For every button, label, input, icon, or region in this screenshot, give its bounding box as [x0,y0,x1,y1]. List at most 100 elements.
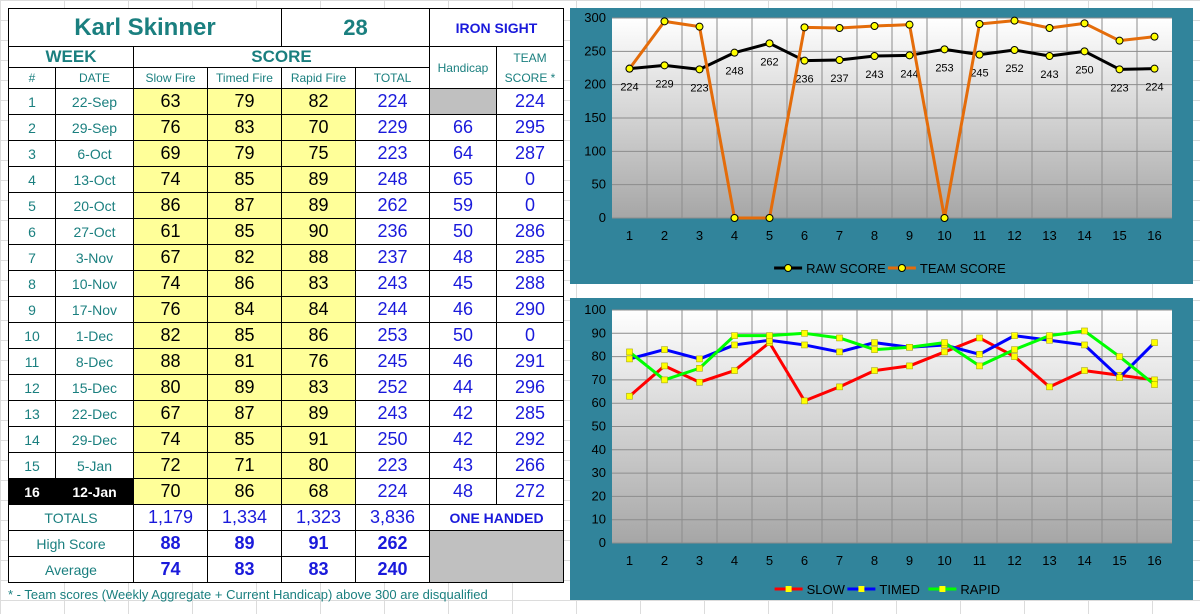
y-tick-label: 150 [584,110,606,125]
week-cell: 10 [8,322,56,349]
timed-cell: 87 [207,400,282,427]
data-point [976,362,983,370]
data-point [1150,32,1159,41]
week-cell: 16 [8,478,56,505]
date-cell: 22-Sep [55,88,134,115]
average-label: Average [8,556,134,583]
handicap-cell: 65 [429,166,497,193]
data-point [1081,367,1088,374]
total-cell: 223 [355,140,430,167]
rapid-cell: 86 [281,322,356,349]
team-score-cell: 272 [496,478,564,505]
x-tick-label: 2 [661,228,668,243]
total-cell: 248 [355,166,430,193]
week-cell: 1 [8,88,56,115]
rapid-cell: 89 [281,166,356,193]
x-tick-label: 10 [937,228,951,243]
date-cell: 8-Dec [55,348,134,375]
timed-cell: 83 [207,114,282,141]
series-line-rapid [628,329,1156,386]
team-score-cell: 0 [496,192,564,219]
y-tick-label: 50 [592,177,606,192]
rapid-cell: 75 [281,140,356,167]
data-point [730,214,739,222]
data-point [1150,64,1159,73]
handicap-cell: 44 [429,374,497,401]
summary-grey-cell [429,530,564,583]
legend-marker [858,586,865,592]
data-point [800,56,809,65]
average-timed: 83 [207,556,282,583]
data-label: 223 [690,82,708,94]
x-tick-label: 3 [696,553,703,568]
rapid-cell: 84 [281,296,356,323]
data-point [695,65,704,74]
data-point [871,339,878,346]
total-cell: 250 [355,426,430,453]
team-score-cell: 285 [496,244,564,271]
x-tick-label: 6 [801,553,808,568]
y-tick-label: 100 [584,143,606,158]
legend-label: TIMED [879,582,919,597]
data-point [731,332,738,339]
team-score-cell: 286 [496,218,564,245]
slow-cell: 72 [133,452,208,479]
data-label: 237 [830,73,848,85]
handicap-cell: 50 [429,218,497,245]
data-point [836,334,843,342]
average-slow: 74 [133,556,208,583]
date-cell: 29-Sep [55,114,134,141]
date-cell: 13-Oct [55,166,134,193]
class-label: ONE HANDED [429,504,564,531]
rapid-cell: 76 [281,348,356,375]
col-num-header: # [8,67,56,89]
slow-cell: 76 [133,296,208,323]
timed-cell: 85 [207,322,282,349]
handicap-cell: 42 [429,400,497,427]
slow-cell: 69 [133,140,208,167]
x-tick-label: 15 [1112,553,1126,568]
data-point [695,22,704,31]
handicap-cell: 48 [429,478,497,505]
data-point [801,341,808,349]
data-point [1116,374,1123,381]
legend-label: RAW SCORE [806,261,886,276]
data-point [905,51,914,60]
team-score-cell: 0 [496,166,564,193]
data-label: 248 [725,66,743,78]
data-point [1115,65,1124,74]
data-point [1011,332,1018,339]
handicap-header: Handicap [429,46,497,89]
data-point [661,376,668,384]
high-total: 262 [355,530,430,557]
data-point [1046,332,1053,339]
handicap-cell: 45 [429,270,497,297]
total-cell: 252 [355,374,430,401]
x-tick-label: 5 [766,228,773,243]
rapid-cell: 91 [281,426,356,453]
data-point [731,341,738,349]
timed-cell: 79 [207,88,282,115]
team-score-cell: 292 [496,426,564,453]
totals-slow: 1,179 [133,504,208,531]
timed-cell: 85 [207,166,282,193]
slow-cell: 74 [133,426,208,453]
data-label: 236 [795,74,813,86]
data-point [870,52,879,60]
data-point [1010,16,1019,25]
slow-cell: 76 [133,114,208,141]
slow-cell: 80 [133,374,208,401]
data-label: 243 [865,69,883,81]
data-point [1081,327,1088,335]
data-point [870,22,879,30]
timed-cell: 89 [207,374,282,401]
x-tick-label: 7 [836,228,843,243]
date-cell: 1-Dec [55,322,134,349]
y-tick-label: 200 [584,77,606,92]
x-tick-label: 3 [696,228,703,243]
date-cell: 27-Oct [55,218,134,245]
table-row: 9 17-Nov 76 84 84 244 46 290 [8,296,564,323]
data-point [835,24,844,32]
table-row: 10 1-Dec 82 85 86 253 50 0 [8,322,564,349]
slow-cell: 61 [133,218,208,245]
